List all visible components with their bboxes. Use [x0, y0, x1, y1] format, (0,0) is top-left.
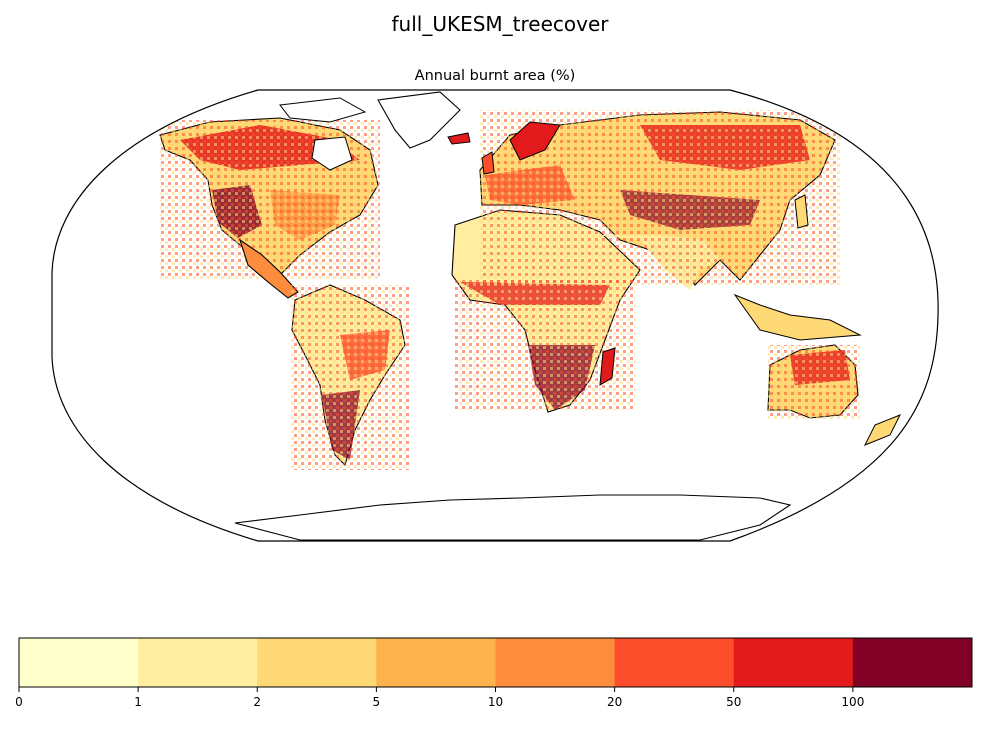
land-antarctica — [234, 494, 792, 541]
colorbar-segment — [376, 638, 496, 687]
land-sea-islands — [733, 293, 862, 341]
land-new-zealand — [863, 414, 902, 446]
land-greenland — [377, 91, 461, 149]
colorbar-tick-label: 50 — [726, 695, 741, 709]
region-eurasia — [479, 110, 840, 290]
colorbar-tick-label: 10 — [488, 695, 503, 709]
land-britain — [481, 151, 495, 175]
colorbar-segment — [852, 638, 973, 687]
colorbar-segment — [19, 638, 139, 687]
land-arctic-islands — [279, 97, 367, 123]
colorbar-tick-label: 5 — [373, 695, 381, 709]
colorbar-tick-label: 100 — [841, 695, 864, 709]
colorbar-segment — [257, 638, 377, 687]
world-map — [51, 89, 939, 542]
colorbar-segment — [138, 638, 258, 687]
colorbar-segment — [614, 638, 735, 687]
land-scandinavia — [509, 121, 561, 161]
land-japan — [794, 194, 809, 229]
colorbar-segment — [495, 638, 616, 687]
colorbar-frame — [18, 637, 973, 688]
map-title: Annual burnt area (%) — [414, 68, 576, 84]
region-australia — [767, 344, 902, 446]
colorbar-tick-label: 20 — [607, 695, 622, 709]
colorbar-tick-label: 1 — [134, 695, 142, 709]
colorbar-tick-label: 0 — [15, 695, 23, 709]
colorbar-tick-label: 2 — [253, 695, 261, 709]
land-madagascar — [599, 347, 616, 386]
map-outline — [51, 89, 939, 542]
region-north-america — [159, 117, 380, 299]
land-iceland — [447, 132, 471, 145]
region-south-america — [290, 284, 410, 470]
colorbar-segment — [733, 638, 854, 687]
land-hudson-bay — [311, 136, 353, 171]
figure-title: full_UKESM_treecover — [391, 12, 609, 36]
